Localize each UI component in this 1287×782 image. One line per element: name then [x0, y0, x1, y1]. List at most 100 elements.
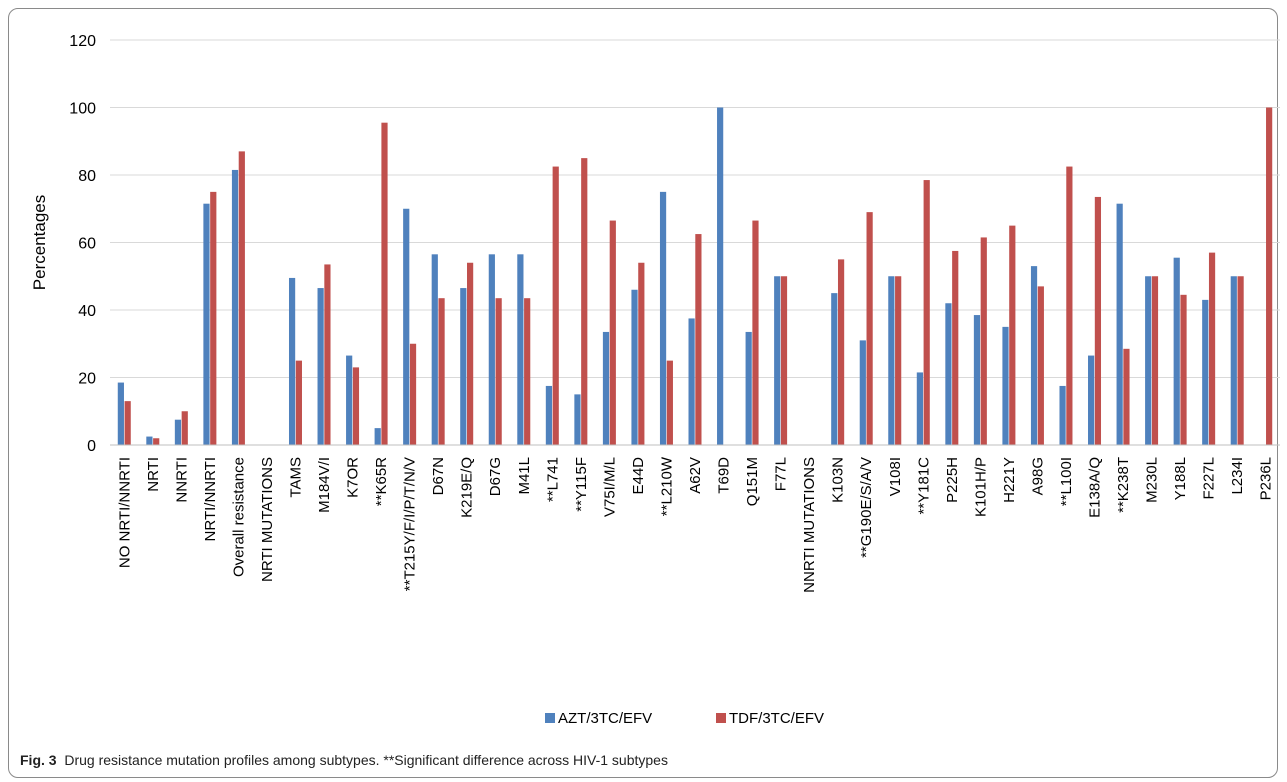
legend-label-tdf: TDF/3TC/EFV: [729, 710, 824, 727]
x-tick-label: K101H/P: [972, 457, 989, 517]
bar-series-1: [916, 372, 923, 445]
x-tick-label: K7OR: [345, 457, 362, 498]
bar-series-1: [203, 203, 210, 445]
bar-series-1: [288, 277, 296, 445]
bar-series-2: [666, 360, 673, 445]
bar-series-2: [866, 212, 873, 445]
bar-series-2: [980, 237, 987, 445]
bar-series-1: [1030, 266, 1038, 445]
bar-series-1: [1173, 257, 1180, 445]
bar-series-2: [581, 158, 588, 445]
bar-series-1: [831, 293, 838, 445]
bar-series-1: [431, 254, 438, 445]
bar-series-1: [1002, 326, 1009, 445]
caption-text: Drug resistance mutation profiles among …: [64, 752, 668, 768]
bar-series-1: [545, 385, 553, 445]
x-tick-label: A62V: [687, 457, 704, 494]
y-tick-label: 0: [87, 438, 96, 455]
bar-series-2: [324, 264, 331, 445]
x-axis-tick-labels: NO NRTI/NNRTI NRTI NNRTI NRTI/NNRTI Overall …: [116, 456, 1274, 593]
bar-series-1: [745, 331, 752, 445]
bar-series-1: [146, 436, 153, 445]
caption-label: Fig. 3: [20, 752, 57, 768]
y-tick-label: 60: [78, 236, 96, 253]
legend-label-azt: AZT/3TC/EFV: [558, 710, 652, 727]
bar-series-2: [923, 180, 930, 445]
x-tick-label: H221Y: [1001, 457, 1018, 503]
bar-series-1: [1088, 355, 1095, 445]
bar-series-2: [1208, 252, 1216, 445]
bar-series-2: [495, 298, 502, 445]
bar-series-1: [346, 355, 353, 445]
legend: AZT/3TC/EFV TDF/3TC/EFV: [545, 710, 824, 727]
bar-series-2: [467, 262, 474, 445]
x-tick-label: **Y115F: [573, 457, 590, 512]
bar-series-1: [945, 303, 952, 445]
bar-series-1: [859, 340, 866, 445]
bar-series-2: [381, 122, 388, 445]
x-tick-label: NO NRTI/NNRTI: [116, 457, 133, 568]
x-tick-label: **T215Y/F/I/P/T/N/V: [402, 457, 419, 591]
bar-series-2: [609, 220, 616, 445]
x-tick-label: M184V/I: [316, 457, 333, 513]
bar-series-1: [574, 394, 581, 445]
bar-series-1: [317, 288, 324, 445]
bar-series-2: [210, 191, 217, 445]
x-tick-label: **K65R: [373, 457, 390, 506]
y-tick-label: 40: [78, 303, 96, 320]
x-tick-label: **K238T: [1115, 457, 1132, 513]
x-tick-label: D67G: [487, 457, 504, 496]
bar-series-2: [837, 259, 845, 445]
bar-series-2: [1066, 166, 1073, 445]
bar-series-2: [181, 411, 188, 445]
gridlines: [110, 39, 1280, 378]
bar-series-1: [888, 276, 895, 445]
bar-series-2: [638, 262, 645, 445]
bar-series-2: [1009, 225, 1016, 445]
y-axis-ticks: 0 20 40 60 80 100 120: [69, 33, 96, 455]
bar-series-2: [438, 298, 445, 445]
x-tick-label: Q151M: [744, 457, 761, 506]
bar-series-2: [238, 151, 245, 445]
x-tick-label: T69D: [716, 457, 733, 494]
bar-series-1: [688, 318, 695, 445]
x-tick-label: Overall resistance: [230, 457, 247, 577]
bar-series-1: [231, 169, 239, 445]
x-tick-label: **Y181C: [915, 457, 932, 515]
x-tick-label: K103N: [830, 457, 847, 503]
figure-caption: Fig. 3 Drug resistance mutation profiles…: [20, 752, 668, 768]
bar-series-1: [1145, 276, 1152, 445]
x-tick-label: V108I: [887, 457, 904, 496]
x-tick-label: P236L: [1258, 457, 1275, 500]
x-tick-label: V75I/M/L: [601, 457, 618, 517]
x-tick-label: M230L: [1144, 457, 1161, 503]
bar-series-2: [895, 276, 902, 445]
x-tick-label: F227L: [1201, 457, 1218, 500]
x-tick-label: NRTI MUTATIONS: [259, 457, 276, 582]
bar-series-2: [153, 438, 160, 445]
legend-swatch-tdf: [716, 713, 726, 723]
x-tick-label: **L100I: [1058, 457, 1075, 506]
x-tick-label: Y188L: [1172, 457, 1189, 500]
legend-swatch-azt: [545, 713, 555, 723]
y-tick-label: 80: [78, 168, 96, 185]
x-tick-label: D67N: [430, 457, 447, 495]
bar-series-1: [488, 254, 495, 445]
bar-series-2: [952, 250, 959, 445]
x-tick-label: NNRTI MUTATIONS: [801, 457, 818, 593]
bar-series-2: [124, 401, 131, 445]
bar-series-2: [409, 343, 417, 445]
bar-series-1: [117, 382, 124, 445]
bar-series-1: [659, 191, 667, 445]
bar-series-1: [1202, 299, 1209, 445]
x-tick-label: A98G: [1029, 457, 1046, 495]
bar-series-1: [717, 107, 724, 445]
bar-series-2: [1037, 286, 1044, 445]
bar-series-2: [295, 360, 302, 445]
bar-series-2: [552, 166, 559, 445]
x-tick-label: **L741: [544, 457, 561, 502]
x-tick-label: K219E/Q: [459, 457, 476, 518]
bar-series-1: [774, 276, 781, 445]
bar-series-1: [1116, 203, 1123, 445]
